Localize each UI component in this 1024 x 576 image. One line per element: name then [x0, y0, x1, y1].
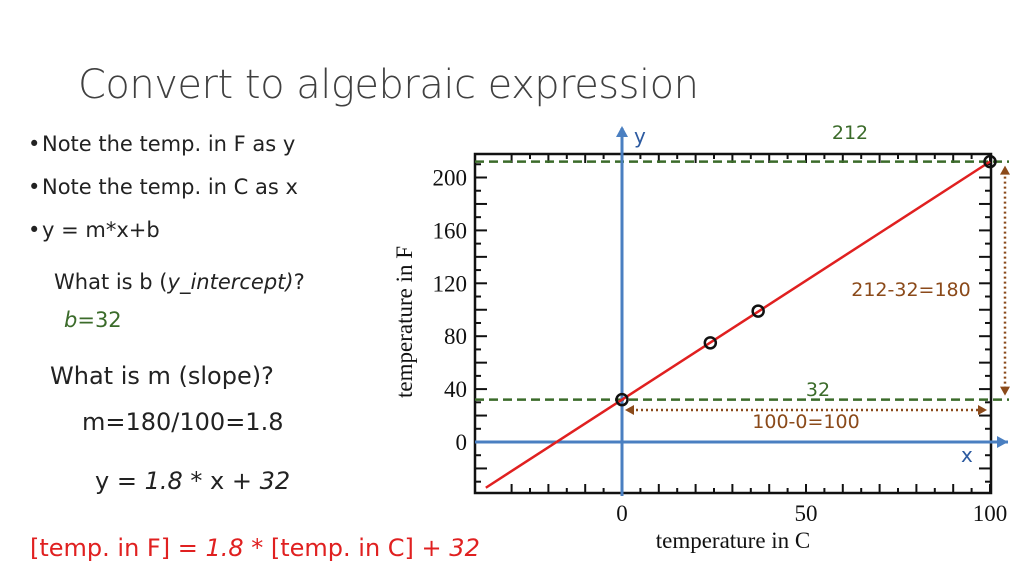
y-axis-arrowhead [616, 126, 628, 137]
x-tick-label: 100 [973, 501, 1008, 526]
delta-x-arrowhead-left [625, 405, 634, 415]
y-tick-label: 160 [433, 218, 468, 243]
final-equation-mid: * [temp. in C] + [243, 534, 450, 562]
data-point [751, 304, 765, 318]
label-delta-y: 212-32=180 [851, 279, 970, 301]
equation-lhs: y = [95, 467, 145, 495]
label-32: 32 [806, 379, 830, 401]
delta-x-arrowhead-right [978, 405, 987, 415]
equation: y = 1.8 * x + 32 [95, 467, 290, 495]
y-tick-label: 200 [433, 166, 468, 191]
answer-intercept-var: b [64, 308, 78, 332]
x-tick-label: 0 [616, 501, 628, 526]
bullet-dot: • [28, 218, 41, 242]
question-slope: What is m (slope)? [50, 362, 274, 390]
label-delta-x: 100-0=100 [752, 411, 859, 433]
bullet-3: •y = m*x+b [28, 218, 160, 242]
chart-marks [475, 126, 1010, 496]
question-intercept-suffix: ? [293, 270, 305, 294]
x-axis-arrowhead [997, 436, 1008, 448]
y-tick-label: 40 [444, 377, 467, 402]
question-intercept-italic: y_intercept) [167, 270, 294, 294]
x-axis-title: temperature in C [656, 528, 811, 553]
bullet-2: •Note the temp. in C as x [28, 175, 298, 199]
answer-intercept: b=32 [64, 308, 122, 332]
y-axis-title: temperature in F [392, 246, 417, 398]
answer-intercept-value: =32 [77, 308, 122, 332]
delta-y-arrowhead-top [1000, 165, 1010, 175]
data-point [615, 392, 629, 407]
tick-labels: 0 50 100 0 40 80 120 160 200 [433, 166, 1008, 527]
y-axis-arrow-label: y [634, 124, 646, 148]
slide-title: Convert to algebraic expression [78, 62, 699, 108]
answer-slope: m=180/100=1.8 [82, 408, 284, 436]
equation-intercept: 32 [259, 467, 291, 495]
final-equation-lhs: [temp. in F] = [30, 534, 206, 562]
bullet-1-text: Note the temp. in F as y [42, 132, 296, 156]
equation-mid: * x + [182, 467, 260, 495]
bullet-2-text: Note the temp. in C as x [42, 175, 298, 199]
data-point [703, 336, 718, 350]
delta-y-arrowhead-bottom [1000, 386, 1010, 396]
x-axis-arrow-label: x [961, 443, 973, 467]
bullet-3-text: y = m*x+b [42, 218, 160, 242]
question-intercept-prefix: What is b ( [54, 270, 168, 294]
bullet-dot: • [28, 175, 41, 199]
y-tick-label: 120 [433, 271, 468, 296]
equation-slope: 1.8 [144, 467, 183, 495]
data-point [983, 154, 997, 169]
bullet-1: •Note the temp. in F as y [28, 132, 295, 156]
label-212: 212 [832, 122, 868, 144]
conversion-line [485, 160, 991, 489]
y-tick-label: 80 [444, 324, 467, 349]
bullet-dot: • [28, 132, 41, 156]
final-equation-intercept: 32 [449, 534, 480, 562]
final-equation-slope: 1.8 [205, 534, 244, 562]
y-tick-label: 0 [456, 430, 468, 455]
question-intercept: What is b (y_intercept)? [54, 270, 305, 294]
x-tick-label: 50 [795, 501, 818, 526]
final-equation: [temp. in F] = 1.8 * [temp. in C] + 32 [30, 534, 480, 562]
